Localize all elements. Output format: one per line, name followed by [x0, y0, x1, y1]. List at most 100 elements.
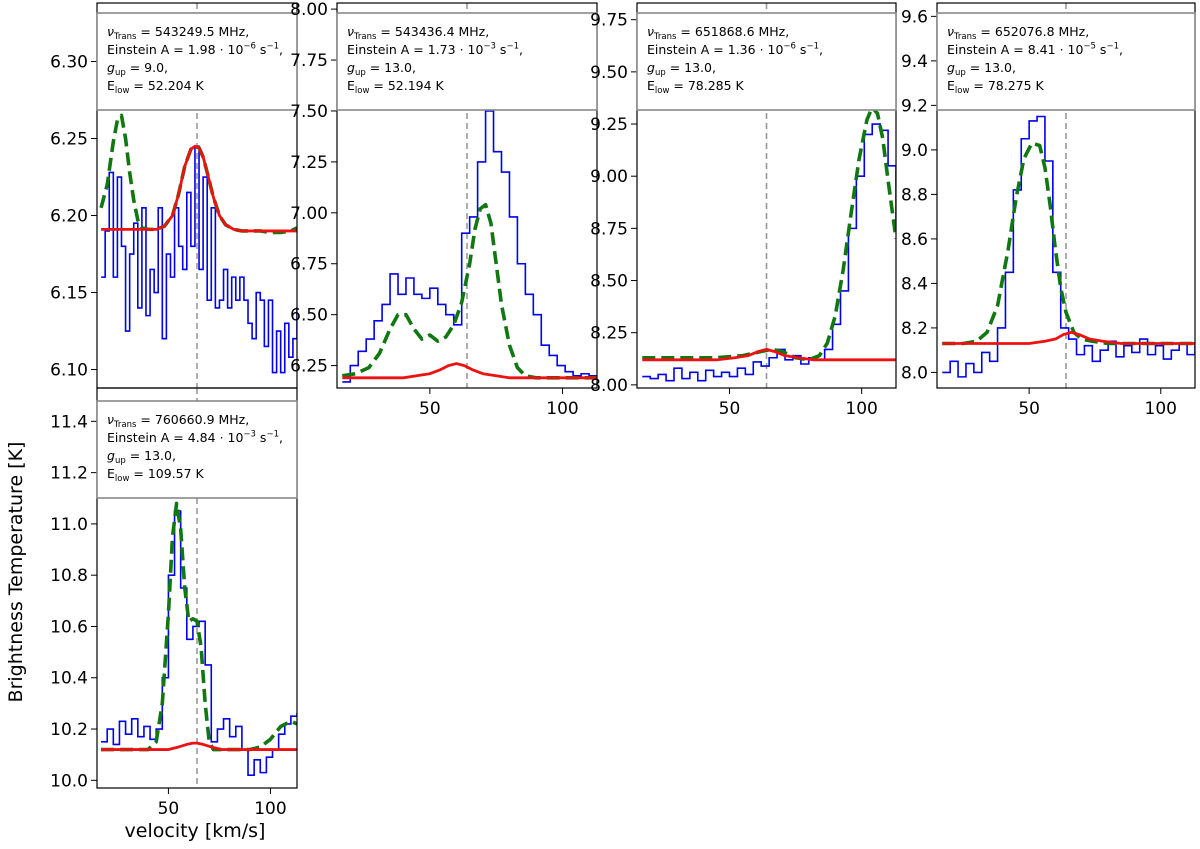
y-tick-label: 9.50 [590, 63, 628, 83]
info-elow: Elow = 78.275 K [947, 78, 1045, 96]
series-observed [342, 110, 597, 383]
info-frequency: νTrans = 543249.5 MHz, [107, 24, 249, 42]
info-frequency: νTrans = 543436.4 MHz, [347, 24, 489, 42]
y-tick-label: 7.50 [290, 102, 328, 122]
info-elow: Elow = 52.204 K [107, 78, 205, 96]
info-box-frame [636, 12, 897, 111]
y-tick-label: 8.25 [590, 324, 628, 344]
y-tick-label: 10.2 [50, 720, 88, 740]
y-tick-label: 10.8 [50, 566, 88, 586]
y-tick-label: 11.2 [50, 464, 88, 484]
series-fit-component [101, 144, 297, 233]
elow-value: 78.275 K [988, 78, 1045, 93]
transition-info-box: νTrans = 543436.4 MHz,Einstein A = 1.73 … [336, 12, 598, 111]
info-box-frame [936, 12, 1196, 111]
y-tick-label: 6.75 [290, 255, 328, 275]
series-fit-total [101, 501, 297, 752]
y-tick-label: 6.10 [50, 361, 88, 381]
info-frequency: νTrans = 651868.6 MHz, [647, 24, 789, 42]
transition-info-box: νTrans = 760660.9 MHz,Einstein A = 4.84 … [96, 400, 298, 499]
y-tick-label: 7.75 [290, 51, 328, 71]
frequency-value: 760660.9 MHz, [155, 412, 249, 427]
y-tick-label: 6.30 [50, 53, 88, 73]
einstein-exponent: −6 [783, 42, 796, 52]
y-tick-label: 8.2 [901, 319, 928, 339]
frequency-value: 543436.4 MHz, [395, 24, 489, 39]
frequency-value: 652076.8 MHz, [995, 24, 1089, 39]
axes-frame [96, 387, 298, 789]
y-tick-label: 9.75 [590, 11, 628, 31]
series-observed [642, 123, 896, 382]
series-fit-component [342, 362, 597, 380]
info-box-frame [96, 12, 298, 111]
panel-p5: 10.0 10.2 10.4 10.6 10.8 11.0 11.2 11.4 50 100 νTr… [50, 387, 298, 819]
y-tick-label: 9.00 [590, 167, 628, 187]
y-tick-label: 10.0 [50, 771, 88, 791]
info-frequency: νTrans = 760660.9 MHz, [107, 412, 249, 430]
info-box-frame [336, 12, 598, 111]
frequency-value: 651868.6 MHz, [695, 24, 789, 39]
einstein-exponent: −6 [243, 42, 256, 52]
y-tick-label: 8.50 [590, 272, 628, 292]
series-fit-component [942, 330, 1195, 345]
x-tick-label: 100 [546, 399, 578, 419]
einstein-exponent: −3 [243, 430, 256, 440]
y-tick-label: 9.2 [901, 96, 928, 116]
elow-value: 109.57 K [148, 466, 205, 481]
y-tick-label: 8.0 [901, 363, 928, 383]
info-gup: gup = 9.0, [107, 60, 168, 78]
elow-value: 52.204 K [148, 78, 205, 93]
info-einstein-a: Einstein A = 4.84 · 10−3 s−1, [107, 430, 283, 446]
y-tick-label: 9.4 [901, 52, 928, 72]
info-einstein-a: Einstein A = 1.98 · 10−6 s−1, [107, 42, 283, 58]
axes-frame [636, 2, 897, 389]
einstein-mantissa: 1.73 [428, 42, 456, 57]
x-tick-label: 100 [845, 399, 877, 419]
x-tick-label: 100 [1145, 399, 1177, 419]
info-einstein-a: Einstein A = 1.36 · 10−6 s−1, [647, 42, 823, 58]
info-frequency: νTrans = 652076.8 MHz, [947, 24, 1089, 42]
transition-info-box: νTrans = 652076.8 MHz,Einstein A = 8.41 … [936, 12, 1196, 111]
panel-p1: 6.10 6.15 6.20 6.25 6.30 νTrans = 543249.5 MH… [50, 2, 298, 389]
y-tick-label: 8.00 [290, 0, 328, 20]
gup-value: 13.0, [384, 60, 416, 75]
y-tick-label: 8.75 [590, 219, 628, 239]
y-tick-label: 6.50 [290, 306, 328, 326]
x-tick-label: 50 [719, 399, 741, 419]
x-tick-label: 50 [419, 399, 441, 419]
x-tick-label: 50 [1018, 399, 1040, 419]
elow-value: 78.285 K [688, 78, 745, 93]
x-axis-title: velocity [km/s] [125, 820, 266, 842]
frequency-value: 543249.5 MHz, [155, 24, 249, 39]
y-tick-label: 8.8 [901, 185, 928, 205]
transition-info-box: νTrans = 651868.6 MHz,Einstein A = 1.36 … [636, 12, 897, 111]
y-tick-label: 10.6 [50, 617, 88, 637]
einstein-mantissa: 4.84 [188, 430, 216, 445]
gup-value: 13.0, [144, 448, 176, 463]
series-fit-component [101, 741, 297, 751]
y-tick-label: 6.15 [50, 284, 88, 304]
y-tick-label: 10.4 [50, 669, 88, 689]
series-fit-component [642, 347, 896, 362]
y-tick-label: 11.4 [50, 412, 88, 432]
gup-value: 13.0, [984, 60, 1016, 75]
info-box-frame [96, 400, 298, 499]
axes-frame [336, 2, 598, 389]
info-elow: Elow = 52.194 K [347, 78, 445, 96]
y-tick-label: 8.4 [901, 274, 928, 294]
info-elow: Elow = 78.285 K [647, 78, 745, 96]
y-tick-label: 9.6 [901, 7, 928, 27]
einstein-mantissa: 8.41 [1028, 42, 1056, 57]
y-tick-label: 8.6 [901, 230, 928, 250]
info-gup: gup = 13.0, [947, 60, 1016, 78]
y-tick-label: 7.25 [290, 153, 328, 173]
series-fit-total [642, 105, 896, 362]
y-tick-label: 6.25 [50, 130, 88, 150]
einstein-exponent: −3 [483, 42, 496, 52]
info-gup: gup = 13.0, [107, 448, 176, 466]
series-fit-total [942, 141, 1195, 346]
gup-value: 13.0, [684, 60, 716, 75]
info-einstein-a: Einstein A = 8.41 · 10−5 s−1, [947, 42, 1123, 58]
y-axis-title: Brightness Temperature [K] [5, 442, 27, 703]
